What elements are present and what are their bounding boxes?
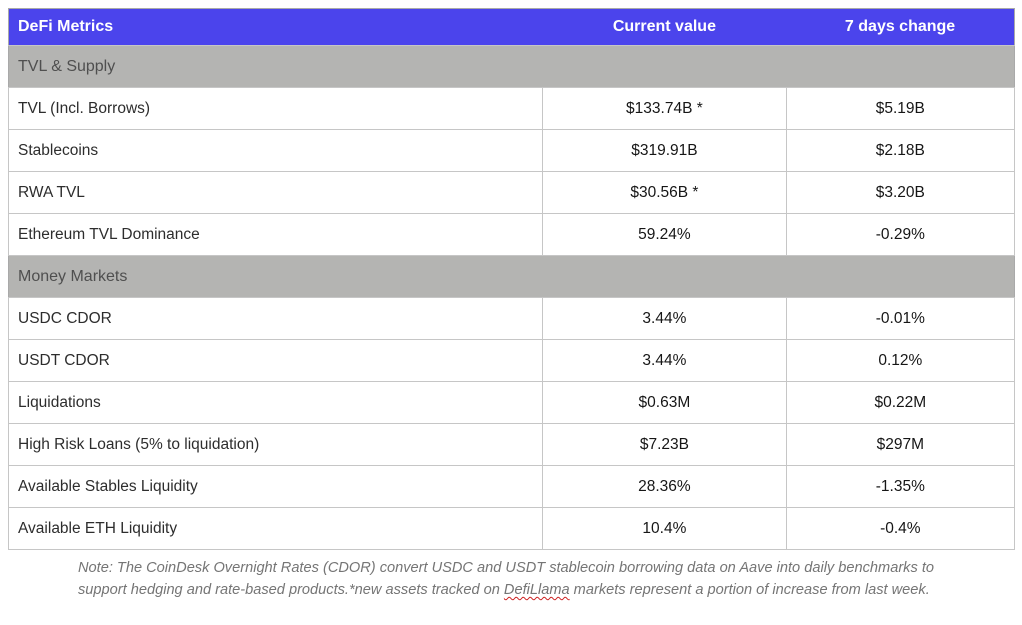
metric-7d-change: 0.12% [785,339,1016,382]
metric-label: TVL (Incl. Borrows) [7,87,544,130]
metric-label: Available Stables Liquidity [7,465,544,508]
metric-7d-change: -0.01% [785,297,1016,340]
metric-label: Available ETH Liquidity [7,507,544,550]
section-label: Money Markets [8,255,1015,298]
footnote-misspelled-word: DefiLlama [503,582,570,599]
col-header-current-value: Current value [542,8,787,46]
table-row-rwa-tvl: RWA TVL $30.56B * $3.20B [7,171,1016,214]
table-row-ethereum-tvl-dominance: Ethereum TVL Dominance 59.24% -0.29% [7,213,1016,256]
table-row-stablecoins: Stablecoins $319.91B $2.18B [7,129,1016,172]
section-label: TVL & Supply [8,45,1015,88]
metric-7d-change: -0.29% [785,213,1016,256]
metric-7d-change: $3.20B [785,171,1016,214]
metric-current-value: $0.63M [542,381,787,424]
metric-7d-change: -1.35% [785,465,1016,508]
defi-metrics-table: DeFi Metrics Current value 7 days change… [7,8,1016,550]
metric-7d-change: $0.22M [785,381,1016,424]
metric-label: USDC CDOR [7,297,544,340]
table-row-liquidations: Liquidations $0.63M $0.22M [7,381,1016,424]
metric-label: Stablecoins [7,129,544,172]
metric-7d-change: $2.18B [785,129,1016,172]
metric-label: High Risk Loans (5% to liquidation) [7,423,544,466]
metric-7d-change: -0.4% [785,507,1016,550]
table-title: DeFi Metrics [8,8,543,46]
metric-label: USDT CDOR [7,339,544,382]
metric-current-value: 3.44% [542,339,787,382]
metric-label: Ethereum TVL Dominance [7,213,544,256]
metric-current-value: 10.4% [542,507,787,550]
table-row-usdc-cdor: USDC CDOR 3.44% -0.01% [7,297,1016,340]
metric-current-value: $7.23B [542,423,787,466]
footnote-text-part2: markets represent a portion of increase … [569,582,930,599]
metric-label: RWA TVL [7,171,544,214]
table-row-available-stables-liquidity: Available Stables Liquidity 28.36% -1.35… [7,465,1016,508]
page: DeFi Metrics Current value 7 days change… [7,8,1016,601]
metric-current-value: 28.36% [542,465,787,508]
metric-current-value: 59.24% [542,213,787,256]
metric-7d-change: $297M [785,423,1016,466]
table-row-high-risk-loans: High Risk Loans (5% to liquidation) $7.2… [7,423,1016,466]
table-row-tvl-incl-borrows: TVL (Incl. Borrows) $133.74B * $5.19B [7,87,1016,130]
section-header-money-markets: Money Markets [8,255,1015,298]
metric-label: Liquidations [7,381,544,424]
table-header-row: DeFi Metrics Current value 7 days change [8,8,1015,46]
footnote: Note: The CoinDesk Overnight Rates (CDOR… [78,557,950,601]
metric-current-value: $133.74B * [542,87,787,130]
section-header-tvl-supply: TVL & Supply [8,45,1015,88]
table-row-available-eth-liquidity: Available ETH Liquidity 10.4% -0.4% [7,507,1016,550]
metric-current-value: $319.91B [542,129,787,172]
metric-current-value: 3.44% [542,297,787,340]
footnote-text-part1: Note: The CoinDesk Overnight Rates (CDOR… [78,560,935,599]
col-header-7-days-change: 7 days change [786,8,1015,46]
metric-7d-change: $5.19B [785,87,1016,130]
metric-current-value: $30.56B * [542,171,787,214]
table-row-usdt-cdor: USDT CDOR 3.44% 0.12% [7,339,1016,382]
